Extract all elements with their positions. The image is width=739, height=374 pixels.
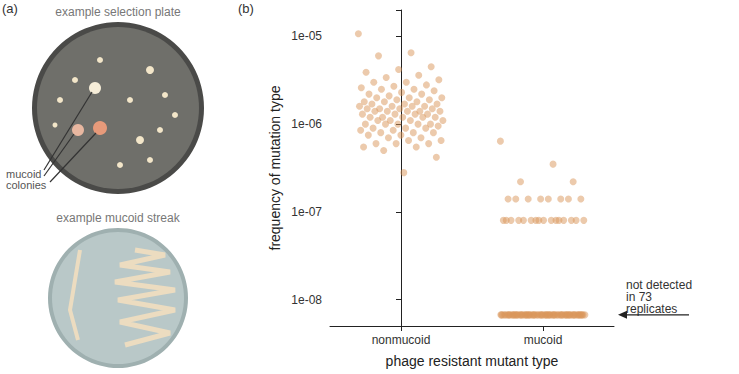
svg-text:example mucoid streak: example mucoid streak (56, 211, 180, 225)
svg-text:frequency of mutation type: frequency of mutation type (267, 85, 283, 250)
svg-text:in 73: in 73 (626, 289, 656, 304)
svg-text:(b): (b) (238, 1, 254, 16)
svg-text:1e-07: 1e-07 (291, 205, 322, 219)
svg-text:(a): (a) (2, 1, 18, 16)
svg-text:nonmucoid: nonmucoid (372, 333, 431, 347)
svg-text:mucoid: mucoid (524, 333, 563, 347)
svg-text:not detected: not detected (626, 277, 696, 292)
svg-text:1e-05: 1e-05 (291, 29, 322, 43)
svg-text:mucoid: mucoid (6, 167, 45, 180)
svg-text:phage resistant mutant type: phage resistant mutant type (386, 353, 559, 369)
svg-text:example selection plate: example selection plate (55, 5, 181, 19)
svg-text:1e-08: 1e-08 (291, 293, 322, 307)
svg-text:colonies: colonies (6, 179, 47, 191)
svg-text:1e-06: 1e-06 (291, 117, 322, 131)
svg-text:replicates: replicates (626, 302, 677, 316)
